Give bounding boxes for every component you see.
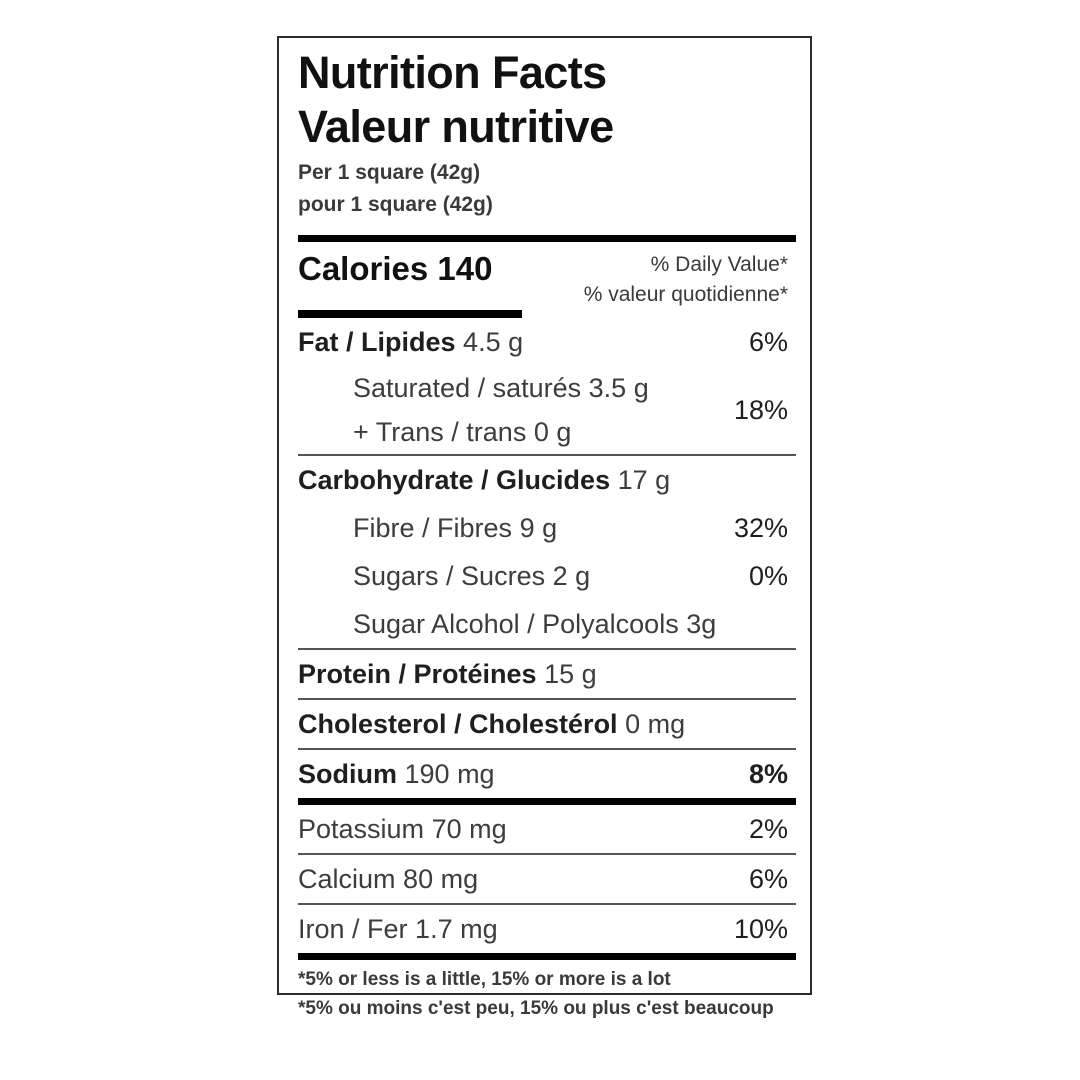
serving-size-french: pour 1 square (42g) xyxy=(298,193,493,216)
rule-after-fat-group xyxy=(298,454,796,456)
row-fibre-label: Fibre / Fibres 9 g xyxy=(298,504,557,552)
row-potassium-label: Potassium 70 mg xyxy=(298,805,507,853)
row-fibre-percent: 32% xyxy=(733,513,788,543)
daily-value-french: % valeur quotidienne* xyxy=(583,283,788,306)
row-protein-name: Protein / Protéines xyxy=(298,659,537,689)
row-carbohydrate: Carbohydrate / Glucides 17 g xyxy=(298,456,796,504)
row-trans-name: + Trans / trans xyxy=(353,417,527,447)
row-iron-percent: 10% xyxy=(733,914,788,944)
rule-under-calories xyxy=(298,310,523,318)
row-fat-value: 4.5 g xyxy=(463,327,524,357)
rule-thick-after-sodium xyxy=(298,798,796,805)
row-fibre: Fibre / Fibres 9 g 32% xyxy=(298,504,796,552)
row-iron-name: Iron / Fer xyxy=(298,914,408,944)
calories-label: Calories xyxy=(298,250,429,287)
row-sugars-name: Sugars / Sucres xyxy=(353,561,546,591)
row-carbohydrate-label: Carbohydrate / Glucides 17 g xyxy=(298,456,670,504)
panel-title-french: Valeur nutritive xyxy=(298,101,614,152)
rule-after-carbohydrate-group xyxy=(298,648,796,650)
footnote-french: *5% ou moins c'est peu, 15% ou plus c'es… xyxy=(298,998,774,1019)
row-iron-label: Iron / Fer 1.7 mg xyxy=(298,905,498,953)
calories-group: Calories 140 xyxy=(298,242,572,296)
nutrition-facts-panel: Nutrition Facts Valeur nutritive Per 1 s… xyxy=(277,36,812,1019)
saturated-trans-labels: Saturated / saturés 3.5 g + Trans / tran… xyxy=(298,366,734,454)
row-group-saturated-trans: Saturated / saturés 3.5 g + Trans / tran… xyxy=(298,366,796,454)
row-calcium: Calcium 80 mg 6% xyxy=(298,855,796,903)
row-potassium: Potassium 70 mg 2% xyxy=(298,805,796,853)
rule-thick-after-serving xyxy=(298,235,796,242)
row-fibre-value: 9 g xyxy=(519,513,558,543)
row-sugar-alcohol-value: 3g xyxy=(686,609,717,639)
row-protein-value: 15 g xyxy=(544,659,597,689)
panel-title-english: Nutrition Facts xyxy=(298,47,607,98)
panel-content: Nutrition Facts Valeur nutritive Per 1 s… xyxy=(298,38,796,1019)
calories-line: Calories 140 xyxy=(298,242,572,296)
row-sugars-value: 2 g xyxy=(552,561,591,591)
row-sodium-percent: 8% xyxy=(748,759,788,789)
row-fat-name: Fat / Lipides xyxy=(298,327,456,357)
daily-value-header: % Daily Value* % valeur quotidienne* xyxy=(584,242,796,310)
row-saturated-label: Saturated / saturés 3.5 g xyxy=(298,366,734,410)
row-carbohydrate-value: 17 g xyxy=(617,465,671,495)
row-saturated-name: Saturated / saturés xyxy=(353,373,582,403)
row-carbohydrate-name: Carbohydrate / Glucides xyxy=(298,465,611,495)
row-saturated-value: 3.5 g xyxy=(588,373,649,403)
row-sodium-label: Sodium 190 mg xyxy=(298,750,495,798)
footnote-english: *5% or less is a little, 15% or more is … xyxy=(298,969,671,990)
row-sugar-alcohol: Sugar Alcohol / Polyalcools 3g xyxy=(298,600,796,648)
row-cholesterol-name: Cholesterol / Cholestérol xyxy=(298,709,618,739)
row-calcium-value: 80 mg xyxy=(403,864,479,894)
row-protein-label: Protein / Protéines 15 g xyxy=(298,650,597,698)
row-sodium-value: 190 mg xyxy=(404,759,495,789)
rule-after-cholesterol xyxy=(298,748,796,750)
row-sugars-label: Sugars / Sucres 2 g xyxy=(298,552,590,600)
serving-size-english: Per 1 square (42g) xyxy=(298,161,481,184)
row-sugar-alcohol-name: Sugar Alcohol / Polyalcools xyxy=(353,609,679,639)
row-trans-value: 0 g xyxy=(533,417,572,447)
daily-value-english: % Daily Value* xyxy=(650,253,788,276)
row-sodium: Sodium 190 mg 8% xyxy=(298,750,796,798)
row-potassium-value: 70 mg xyxy=(431,814,507,844)
row-sugars-percent: 0% xyxy=(748,561,788,591)
row-fibre-name: Fibre / Fibres xyxy=(353,513,513,543)
row-fat-label: Fat / Lipides 4.5 g xyxy=(298,318,523,366)
row-cholesterol-value: 0 mg xyxy=(625,709,686,739)
row-sugar-alcohol-label: Sugar Alcohol / Polyalcools 3g xyxy=(298,600,716,648)
saturated-trans-percent-cell: 18% xyxy=(734,366,796,454)
row-calcium-name: Calcium xyxy=(298,864,396,894)
calories-value: 140 xyxy=(437,250,493,287)
rule-after-calcium xyxy=(298,903,796,905)
rule-thick-before-footnote xyxy=(298,953,796,960)
row-cholesterol: Cholesterol / Cholestérol 0 mg xyxy=(298,700,796,748)
row-saturated-trans-percent: 18% xyxy=(733,394,788,425)
row-cholesterol-label: Cholesterol / Cholestérol 0 mg xyxy=(298,700,685,748)
row-trans-label: + Trans / trans 0 g xyxy=(298,410,734,454)
row-calcium-percent: 6% xyxy=(748,864,788,894)
row-calcium-label: Calcium 80 mg xyxy=(298,855,478,903)
row-protein: Protein / Protéines 15 g xyxy=(298,650,796,698)
row-sugars: Sugars / Sucres 2 g 0% xyxy=(298,552,796,600)
row-potassium-percent: 2% xyxy=(748,814,788,844)
row-iron-value: 1.7 mg xyxy=(415,914,498,944)
row-fat-percent: 6% xyxy=(748,327,788,357)
row-sodium-name: Sodium xyxy=(298,759,397,789)
row-fat: Fat / Lipides 4.5 g 6% xyxy=(298,318,796,366)
rule-after-protein xyxy=(298,698,796,700)
row-iron: Iron / Fer 1.7 mg 10% xyxy=(298,905,796,953)
rule-after-potassium xyxy=(298,853,796,855)
calories-block: Calories 140 % Daily Value* % valeur quo… xyxy=(298,242,796,310)
row-potassium-name: Potassium xyxy=(298,814,425,844)
